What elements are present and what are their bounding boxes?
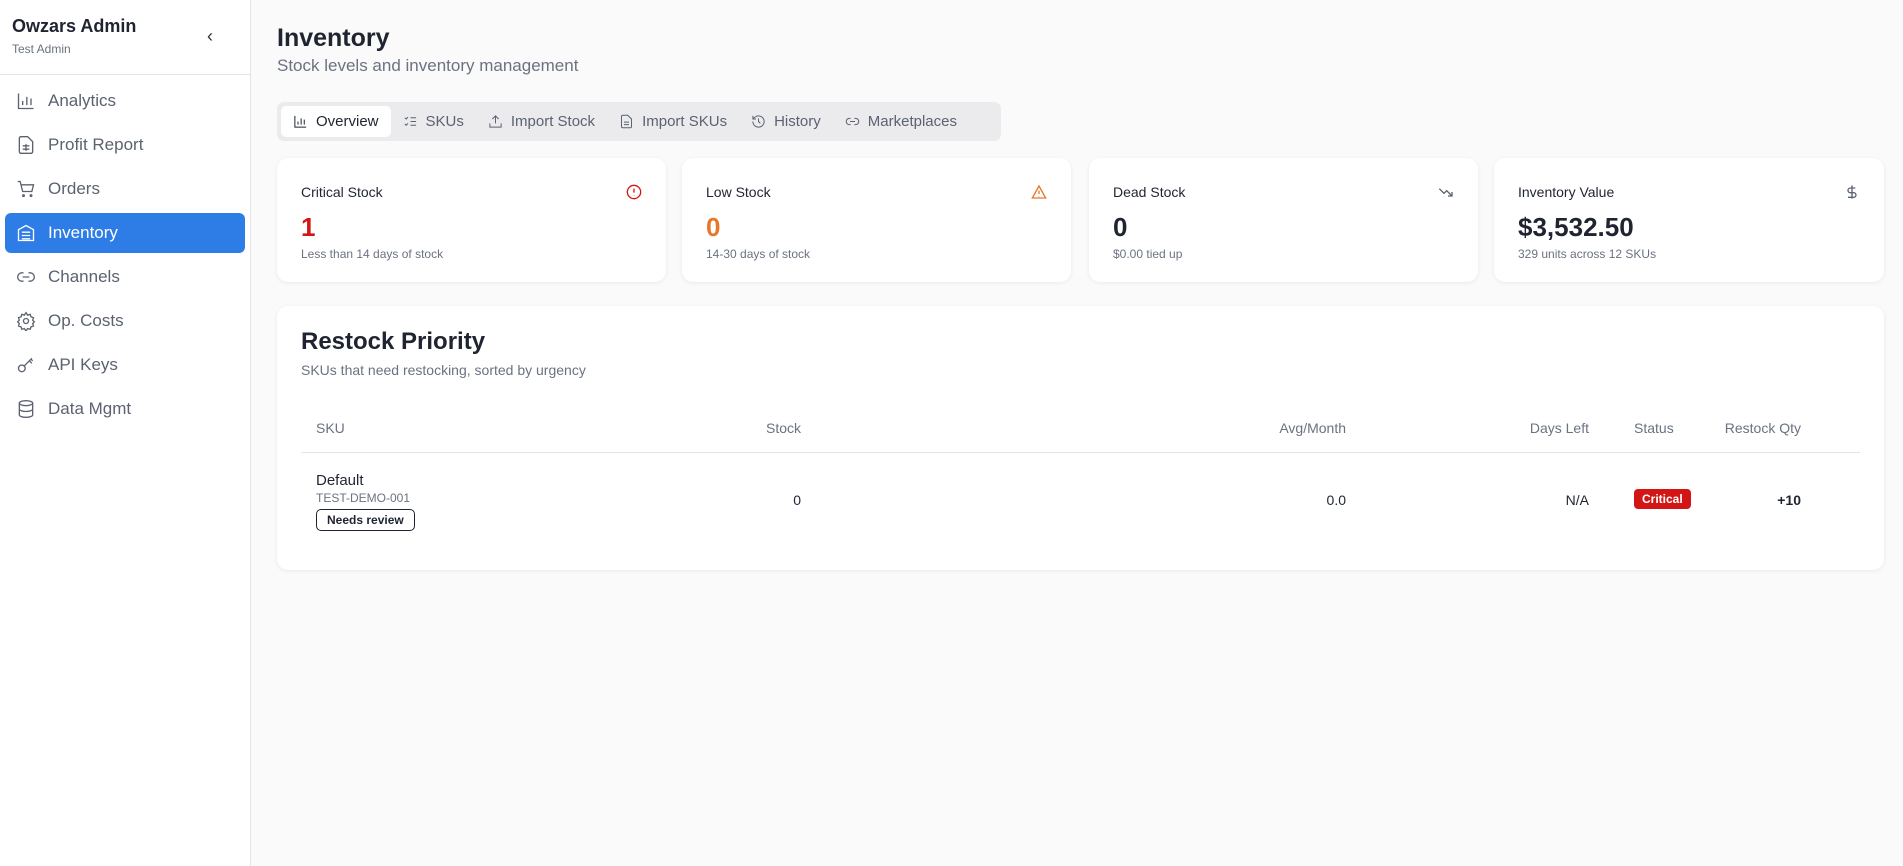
sidebar-item-label: Op. Costs [48, 311, 124, 330]
card-value: 0 [1113, 212, 1128, 242]
tab-overview[interactable]: Overview [281, 106, 391, 137]
dollar-icon [1847, 185, 1857, 199]
alert-triangle-icon [1031, 184, 1047, 199]
file-spreadsheet-icon [18, 136, 34, 154]
page-title: Inventory [277, 24, 390, 52]
sidebar-item-api-keys[interactable]: API Keys [5, 345, 245, 385]
column-header-restock-qty[interactable]: Restock Qty [1724, 420, 1801, 436]
card-hint: Less than 14 days of stock [301, 247, 444, 261]
header-divider [301, 452, 1860, 453]
card-label: Inventory Value [1518, 184, 1615, 200]
tab-label: Import SKUs [642, 113, 728, 130]
stock-cell: 0 [793, 492, 801, 508]
sidebar-item-op-costs[interactable]: Op. Costs [5, 301, 245, 341]
sidebar-item-analytics[interactable]: Analytics [5, 81, 245, 121]
upload-icon [489, 115, 502, 128]
restock-priority-panel: Restock Priority SKUs that need restocki… [277, 306, 1884, 570]
sidebar: Owzars Admin Test Admin ‹ Analytics Prof… [0, 0, 251, 866]
needs-review-badge: Needs review [316, 509, 415, 531]
card-label: Dead Stock [1113, 184, 1186, 200]
key-icon [17, 357, 34, 373]
link-icon [845, 117, 859, 126]
sidebar-item-label: Channels [48, 267, 120, 286]
brand: Owzars Admin Test Admin [0, 0, 250, 75]
inventory-value-card: Inventory Value $3,532.50 329 units acro… [1494, 158, 1884, 282]
tab-history[interactable]: History [739, 106, 833, 137]
status-badge: Critical [1634, 489, 1691, 509]
panel-subtitle: SKUs that need restocking, sorted by urg… [301, 362, 586, 378]
tab-label: History [774, 113, 821, 130]
sidebar-item-channels[interactable]: Channels [5, 257, 245, 297]
avg-month-cell: 0.0 [1326, 492, 1346, 508]
tab-marketplaces[interactable]: Marketplaces [833, 106, 969, 137]
sidebar-item-data-mgmt[interactable]: Data Mgmt [5, 389, 245, 429]
column-header-sku[interactable]: SKU [316, 420, 345, 436]
sidebar-item-label: Analytics [48, 91, 117, 110]
file-spreadsheet-icon [621, 114, 633, 129]
sidebar-item-label: Orders [48, 179, 100, 198]
card-hint: 14-30 days of stock [706, 247, 811, 261]
sidebar-item-label: API Keys [48, 355, 118, 374]
tab-import-stock[interactable]: Import Stock [476, 106, 607, 137]
list-checks-icon [404, 116, 416, 126]
panel-title: Restock Priority [301, 328, 486, 355]
app-title: Owzars Admin [12, 16, 137, 36]
warehouse-icon [17, 224, 35, 242]
sidebar-item-label: Data Mgmt [48, 399, 132, 418]
sidebar-item-profit-report[interactable]: Profit Report [5, 125, 245, 165]
card-value: 0 [706, 212, 721, 242]
sidebar-item-inventory[interactable]: Inventory [5, 213, 245, 253]
tab-label: Overview [316, 113, 379, 130]
low-stock-card: Low Stock 0 14-30 days of stock [682, 158, 1071, 282]
days-left-cell: N/A [1565, 492, 1589, 508]
card-value: 1 [301, 212, 316, 242]
database-icon [18, 400, 34, 419]
dead-stock-card: Dead Stock 0 $0.00 tied up [1089, 158, 1478, 282]
user-role: Test Admin [12, 42, 71, 56]
critical-stock-card: Critical Stock 1 Less than 14 days of st… [277, 158, 666, 282]
sidebar-item-label: Profit Report [48, 135, 144, 154]
page-subtitle: Stock levels and inventory management [277, 56, 579, 75]
gear-icon [16, 311, 36, 331]
tab-skus[interactable]: SKUs [391, 106, 476, 137]
link-icon [17, 272, 35, 282]
sku-code: TEST-DEMO-001 [316, 491, 411, 505]
restock-qty-cell: +10 [1777, 492, 1801, 508]
chevron-left-icon[interactable]: ‹ [207, 26, 213, 46]
column-header-avg-month[interactable]: Avg/Month [1279, 420, 1346, 436]
column-header-status[interactable]: Status [1634, 420, 1674, 436]
tab-label: Marketplaces [867, 113, 957, 130]
column-header-days-left[interactable]: Days Left [1529, 420, 1589, 436]
column-header-stock[interactable]: Stock [765, 420, 801, 436]
bar-chart-icon [17, 93, 34, 110]
tab-label: SKUs [425, 113, 464, 130]
trending-down-icon [1438, 188, 1453, 197]
sku-name: Default [316, 472, 364, 489]
shopping-cart-icon [17, 180, 35, 198]
sidebar-item-label: Inventory [48, 223, 118, 242]
alert-circle-icon [626, 184, 642, 200]
tab-label: Import Stock [510, 113, 596, 130]
tab-bar: Overview SKUs Import Stock Import SKUs H… [277, 102, 1001, 141]
card-value: $3,532.50 [1518, 212, 1634, 242]
card-hint: $0.00 tied up [1113, 247, 1183, 261]
history-icon [752, 115, 765, 128]
tab-import-skus[interactable]: Import SKUs [607, 106, 739, 137]
bar-chart-icon [294, 115, 307, 128]
card-label: Critical Stock [301, 184, 383, 200]
sidebar-item-orders[interactable]: Orders [5, 169, 245, 209]
card-label: Low Stock [706, 184, 771, 200]
card-hint: 329 units across 12 SKUs [1518, 247, 1657, 261]
